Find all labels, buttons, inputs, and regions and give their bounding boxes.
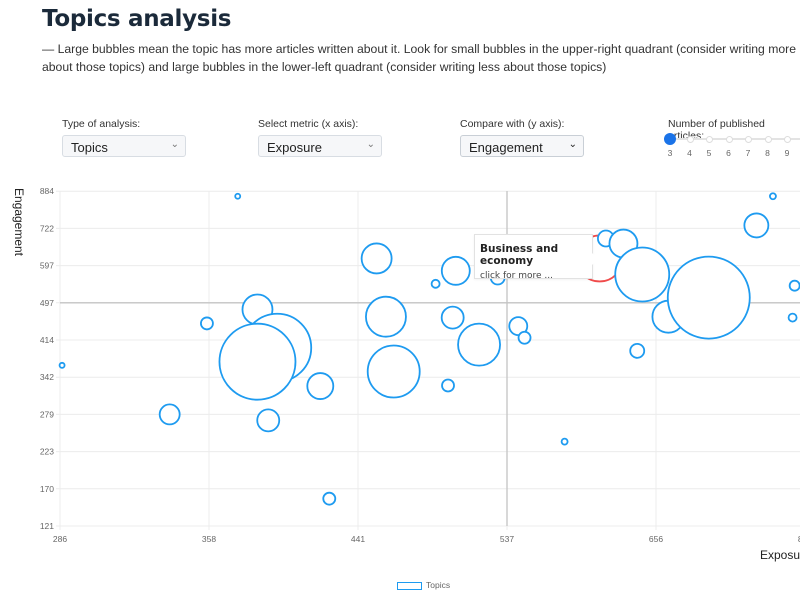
y-tick-label: 223 — [40, 447, 54, 457]
bubble[interactable] — [322, 491, 337, 506]
bubble[interactable] — [769, 192, 777, 201]
slider-step[interactable] — [725, 136, 733, 143]
slider-tick-label: 4 — [687, 148, 692, 158]
bubble[interactable] — [440, 255, 471, 286]
slider-tick-label: 8 — [765, 148, 770, 158]
bubble[interactable] — [787, 312, 798, 323]
legend-label: Topics — [426, 580, 451, 590]
articles-slider[interactable]: 3 4 5 6 7 8 9 — [664, 133, 800, 163]
bubble[interactable] — [58, 361, 66, 369]
slider-step[interactable] — [706, 136, 713, 143]
y-tick-label: 342 — [40, 372, 54, 382]
bubble[interactable] — [457, 322, 501, 367]
slider-step[interactable] — [764, 136, 772, 143]
analysis-type-select[interactable]: Topics ⌄ — [62, 135, 186, 157]
x-metric-value: Exposure — [267, 140, 322, 155]
y-tick-label: 597 — [40, 261, 54, 271]
bubble[interactable] — [560, 437, 569, 446]
bubble[interactable] — [666, 255, 751, 340]
bubble[interactable] — [430, 278, 441, 289]
tooltip-link[interactable]: click for more ... — [480, 271, 553, 281]
x-tick-label: 358 — [202, 534, 216, 544]
bubble[interactable] — [306, 372, 335, 400]
bubble[interactable] — [200, 316, 214, 331]
x-tick-label: 800 — [798, 534, 800, 544]
chevron-down-icon: ⌄ — [568, 139, 577, 150]
y-tick-label: 722 — [40, 223, 54, 233]
analysis-type-label: Type of analysis: — [62, 118, 141, 130]
bubble[interactable] — [365, 295, 407, 338]
slider-tick-label: 9 — [784, 148, 790, 158]
bubble[interactable] — [614, 246, 671, 303]
slider-tick-label: 3 — [667, 148, 673, 158]
x-tick-label: 537 — [500, 534, 514, 544]
slider-track[interactable] — [670, 138, 800, 140]
bubble[interactable] — [629, 342, 646, 359]
y-metric-select[interactable]: Engagement ⌄ — [460, 135, 584, 157]
page-title: Topics analysis — [42, 6, 232, 32]
bubble[interactable] — [788, 279, 800, 292]
analysis-type-value: Topics — [71, 140, 108, 155]
slider-tick-label: 7 — [745, 148, 751, 158]
chevron-down-icon: ⌄ — [170, 139, 179, 150]
page-description: — Large bubbles mean the topic has more … — [42, 42, 796, 74]
legend-swatch — [397, 581, 422, 590]
bubble[interactable] — [441, 378, 455, 393]
slider-handle[interactable] — [664, 133, 676, 145]
bubble[interactable] — [366, 344, 421, 399]
y-tick-label: 279 — [40, 409, 54, 419]
slider-tick-label: 5 — [706, 148, 712, 158]
y-tick-label: 497 — [40, 298, 54, 308]
tooltip-caret — [592, 253, 598, 265]
y-metric-label: Compare with (y axis): — [460, 118, 565, 130]
bubble[interactable] — [158, 403, 181, 426]
slider-step[interactable] — [686, 136, 694, 143]
tooltip-title: Business and economy — [480, 243, 559, 267]
bubble[interactable] — [440, 305, 465, 330]
y-tick-label: 121 — [40, 521, 54, 531]
slider-step[interactable] — [784, 136, 791, 143]
slider-tick-label: 6 — [726, 148, 731, 158]
x-tick-label: 656 — [649, 534, 663, 544]
y-tick-label: 884 — [40, 186, 54, 196]
bubble-tooltip[interactable]: Business and economy click for more ... — [474, 234, 598, 281]
y-tick-label: 170 — [40, 484, 54, 494]
x-metric-select[interactable]: Exposure ⌄ — [258, 135, 382, 157]
bubble[interactable] — [743, 212, 770, 239]
x-tick-label: 286 — [53, 534, 67, 544]
x-tick-label: 441 — [351, 534, 365, 544]
bubble[interactable] — [218, 322, 297, 401]
y-metric-value: Engagement — [469, 140, 543, 155]
legend-item-topics[interactable]: Topics — [397, 580, 450, 590]
slider-step[interactable] — [745, 136, 752, 143]
y-axis-title: Engagement — [12, 187, 26, 257]
bubble[interactable] — [256, 408, 281, 433]
bubble[interactable] — [517, 330, 532, 345]
x-axis-title: Exposure — [760, 548, 800, 562]
y-tick-label: 414 — [40, 335, 54, 345]
x-metric-label: Select metric (x axis): — [258, 118, 359, 130]
chevron-down-icon: ⌄ — [366, 139, 375, 150]
bubble[interactable] — [360, 242, 393, 275]
bubble[interactable] — [234, 192, 242, 200]
